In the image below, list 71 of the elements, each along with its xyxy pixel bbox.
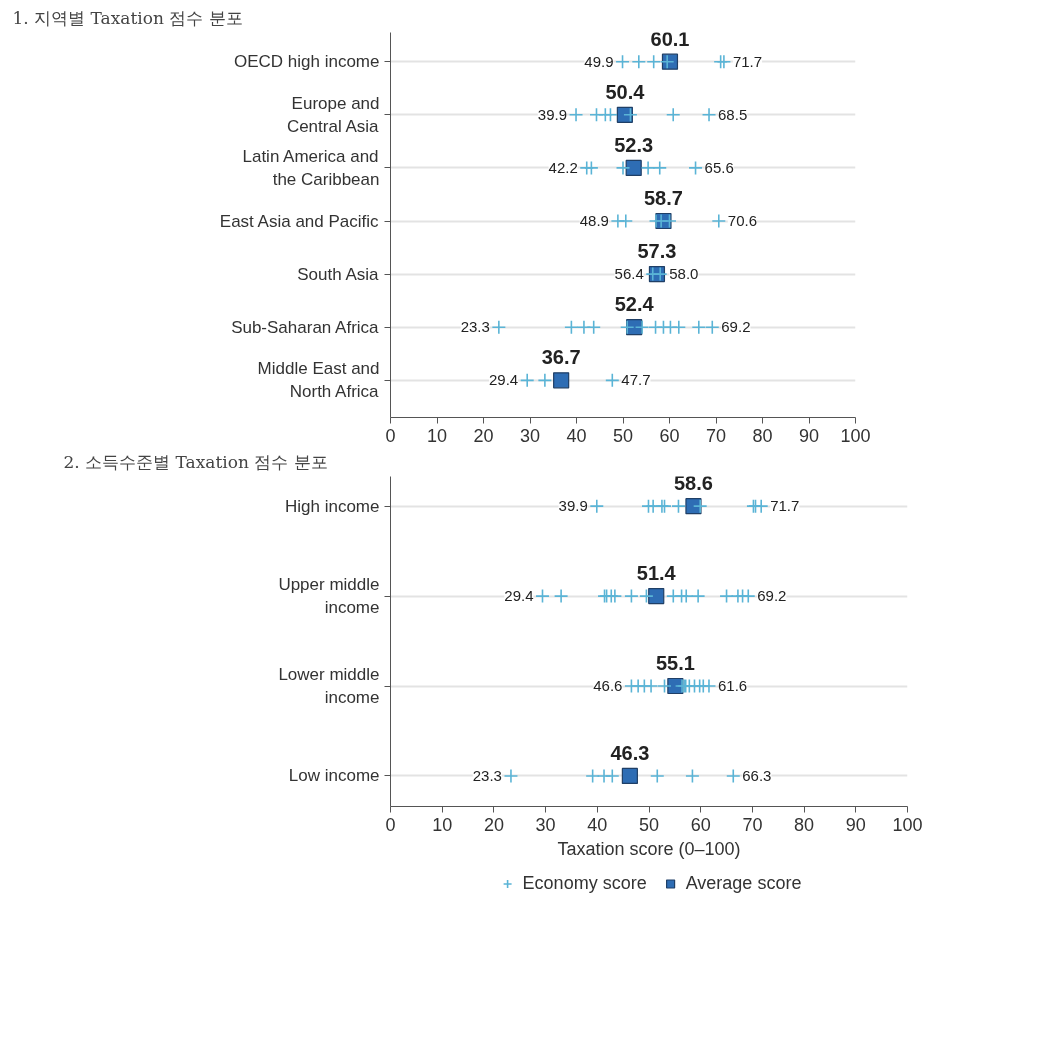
data-label: 49.9: [584, 52, 614, 70]
data-label: 39.9: [537, 105, 568, 123]
x-tick-label: 0: [385, 425, 396, 446]
x-tick-label: 30: [535, 814, 556, 835]
data-label: 56.4: [614, 265, 644, 283]
data-label: 68.5: [718, 105, 748, 123]
x-tick-label: 80: [794, 814, 815, 835]
x-tick-label: 10: [432, 814, 453, 835]
data-label: 36.7: [541, 346, 581, 369]
x-tick-label: 70: [742, 814, 763, 835]
data-label: 69.2: [721, 318, 751, 336]
data-label: 58.6: [674, 472, 713, 495]
y-tick-label: Low income: [288, 766, 380, 786]
x-tick-label: 60: [659, 425, 680, 446]
y-tick-label: Sub-Saharan Africa: [231, 317, 380, 337]
data-label: 58.7: [643, 187, 683, 210]
data-label: 23.3: [460, 318, 490, 336]
data-label: 42.2: [548, 158, 578, 176]
x-tick-label: 20: [473, 425, 494, 446]
data-label: 71.7: [770, 497, 800, 515]
x-tick-label: 0: [385, 814, 396, 835]
y-tick-label: OECD high income: [234, 52, 380, 72]
y-tick-label: Lower middle income: [278, 665, 380, 707]
data-label: 60.1: [650, 27, 690, 50]
data-label: 52.4: [614, 293, 655, 316]
data-label: 51.4: [636, 562, 677, 585]
y-tick-label: East Asia and Pacific: [219, 211, 380, 231]
data-label: 55.1: [655, 652, 695, 675]
y-tick-label: Europe and Central Asia: [286, 93, 380, 136]
data-label: 47.7: [621, 371, 651, 389]
data-label: 70.6: [727, 212, 757, 230]
x-tick-label: 30: [519, 425, 541, 446]
data-label: 48.9: [579, 212, 609, 230]
x-tick-label: 50: [612, 425, 634, 446]
data-label: 50.4: [605, 80, 646, 103]
x-tick-label: 90: [798, 425, 820, 446]
x-tick-label: 10: [426, 425, 448, 446]
y-tick-label: South Asia: [297, 264, 380, 284]
data-label: 29.4: [489, 371, 519, 389]
y-tick-label: Latin America and the Caribbean: [242, 147, 380, 189]
data-label: 58.0: [669, 265, 699, 283]
legend-label: Average score: [685, 872, 802, 894]
data-label: 61.6: [717, 677, 748, 695]
y-tick-label: Upper middle income: [278, 575, 380, 617]
x-tick-label: 60: [690, 814, 711, 835]
text: 1. 지역별 Taxation 점수 분포: [12, 7, 243, 28]
data-label: 29.4: [504, 587, 534, 605]
x-tick-label: 70: [705, 425, 727, 446]
x-tick-label: 100: [840, 425, 871, 446]
data-label: 57.3: [637, 240, 677, 263]
y-tick-label: High income: [285, 496, 380, 516]
x-axis-title: Taxation score (0–100): [557, 838, 741, 859]
data-label: 52.3: [614, 133, 654, 156]
x-tick-label: 40: [587, 814, 608, 835]
x-tick-label: 20: [483, 814, 504, 835]
data-label: 46.6: [593, 677, 623, 695]
data-label: 39.9: [558, 497, 588, 515]
text: 2. 소득수준별 Taxation 점수 분포: [63, 451, 328, 472]
x-tick-label: 90: [845, 814, 866, 835]
data-label: 23.3: [472, 766, 502, 784]
x-tick-label: 40: [566, 425, 587, 446]
data-label: 66.3: [742, 766, 772, 784]
data-label: 69.2: [757, 587, 787, 605]
data-label: 46.3: [610, 741, 650, 764]
legend-label: Economy score: [522, 872, 647, 894]
data-label: 65.6: [704, 158, 734, 176]
data-label: 71.7: [732, 52, 763, 70]
x-tick-label: 50: [638, 814, 660, 835]
y-tick-label: Middle East and North Africa: [257, 359, 380, 402]
x-tick-label: 80: [752, 425, 773, 446]
x-tick-label: 100: [892, 814, 923, 835]
